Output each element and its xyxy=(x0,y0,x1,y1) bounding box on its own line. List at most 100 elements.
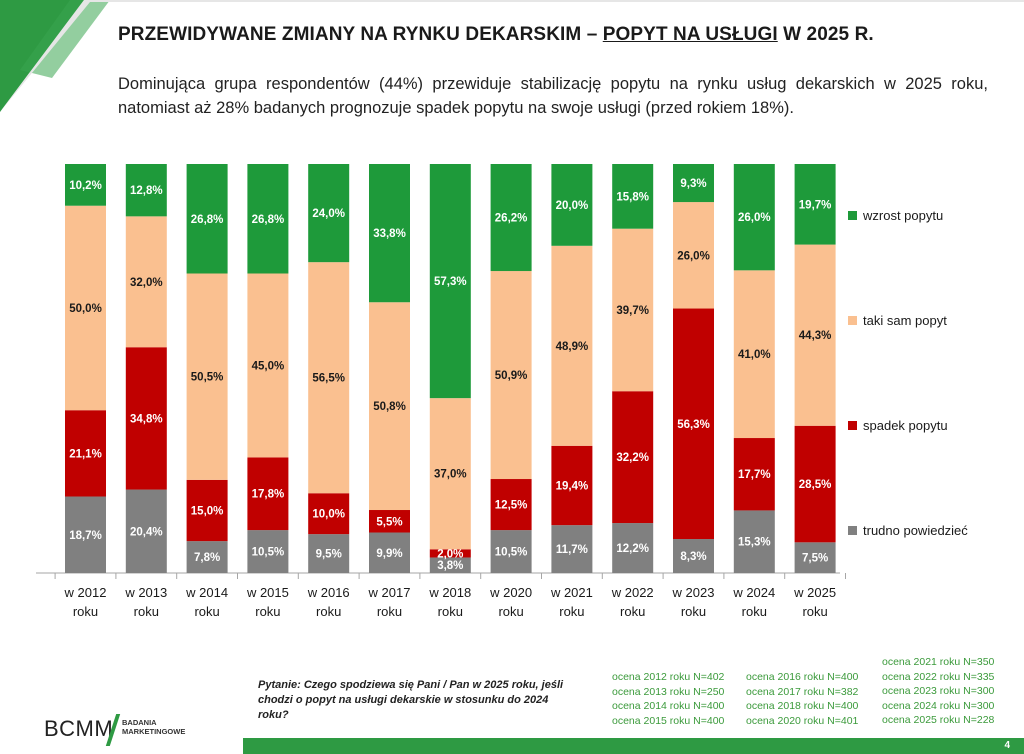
bar-segment-spadek-popytu-6 xyxy=(429,549,471,558)
bar-segment-wzrost-popytu-11 xyxy=(733,164,775,271)
data-label: 11,7% xyxy=(556,544,588,556)
data-label: 26,2% xyxy=(495,213,528,225)
bar-segment-wzrost-popytu-9 xyxy=(612,164,654,229)
x-tick-label: w 2012 xyxy=(64,585,107,600)
legend-item-trudno-powiedzieć: trudno powiedzieć xyxy=(848,523,968,538)
bar-segment-trudno-powiedzieć-9 xyxy=(612,523,654,573)
legend-label: spadek popytu xyxy=(863,418,948,433)
bar-segment-taki-sam-popyt-1 xyxy=(125,216,167,348)
x-tick-label: roku xyxy=(134,604,159,619)
bar-segment-spadek-popytu-7 xyxy=(490,479,532,531)
sample-size-entry: ocena 2021 roku N=350 xyxy=(882,656,995,668)
bar-segment-trudno-powiedzieć-10 xyxy=(673,539,714,573)
bar-segment-trudno-powiedzieć-2 xyxy=(186,541,228,573)
x-tick-label: w 2017 xyxy=(368,585,411,600)
title-part-end: W 2025 R. xyxy=(777,24,874,45)
data-label: 57,3% xyxy=(434,276,467,288)
legend-swatch xyxy=(848,526,857,536)
logo-sub-line2: MARKETINGOWE xyxy=(122,727,186,736)
bar-segment-wzrost-popytu-7 xyxy=(490,164,532,272)
bar-segment-wzrost-popytu-1 xyxy=(125,164,167,217)
legend-swatch xyxy=(848,211,857,221)
bar-segment-taki-sam-popyt-8 xyxy=(551,245,593,446)
bar-segment-trudno-powiedzieć-5 xyxy=(369,532,410,573)
x-tick-label: roku xyxy=(316,604,341,619)
data-label: 32,2% xyxy=(616,452,649,464)
sample-size-entry: ocena 2022 roku N=335 xyxy=(882,670,995,683)
data-label: 9,5% xyxy=(316,549,342,561)
x-tick-label: roku xyxy=(802,604,827,619)
logo-sub-line1: BADANIA xyxy=(122,718,157,727)
bar-segment-spadek-popytu-2 xyxy=(186,479,228,542)
data-label: 18,7% xyxy=(69,530,102,542)
x-tick-label: w 2015 xyxy=(246,585,289,600)
sample-size-entry: ocena 2023 roku N=300 xyxy=(882,685,995,697)
bar-segment-wzrost-popytu-2 xyxy=(186,164,228,274)
legend-label: trudno powiedzieć xyxy=(863,523,968,538)
data-label: 10,5% xyxy=(252,547,285,559)
data-label: 50,9% xyxy=(495,370,528,382)
bar-segment-wzrost-popytu-6 xyxy=(429,164,471,399)
x-tick-label: w 2014 xyxy=(185,585,228,600)
sample-size-entry: ocena 2017 roku N=382 xyxy=(746,685,859,698)
data-label: 50,0% xyxy=(69,303,102,315)
bar-segment-taki-sam-popyt-11 xyxy=(733,270,775,439)
data-label: 28,5% xyxy=(799,479,832,491)
x-tick-label: w 2013 xyxy=(124,585,167,600)
bar-segment-wzrost-popytu-3 xyxy=(247,164,289,274)
data-label: 15,3% xyxy=(738,537,771,549)
x-tick-label: w 2021 xyxy=(550,585,593,600)
sample-size-entry: ocena 2025 roku N=228 xyxy=(882,714,995,726)
data-label: 45,0% xyxy=(252,360,285,372)
data-label: 32,0% xyxy=(130,277,163,289)
bar-segment-trudno-powiedzieć-1 xyxy=(125,489,167,573)
survey-question: Pytanie: Czego spodziewa się Pani / Pan … xyxy=(258,679,564,721)
bar-segment-trudno-powiedzieć-3 xyxy=(247,530,289,573)
sample-sizes-col1: ocena 2012 roku N=402 ocena 2013 roku N=2… xyxy=(612,670,724,728)
bar-segment-wzrost-popytu-12 xyxy=(794,164,836,245)
data-label: 9,9% xyxy=(376,548,402,560)
data-label: 12,2% xyxy=(616,543,649,555)
legend-item-wzrost-popytu: wzrost popytu xyxy=(848,208,943,223)
bar-segment-spadek-popytu-5 xyxy=(369,510,410,533)
bar-segment-spadek-popytu-12 xyxy=(794,425,836,543)
bar-segment-taki-sam-popyt-9 xyxy=(612,228,654,392)
bar-segment-taki-sam-popyt-0 xyxy=(65,205,106,411)
bar-segment-trudno-powiedzieć-7 xyxy=(490,530,532,573)
data-label: 24,0% xyxy=(312,208,345,220)
bar-segment-spadek-popytu-8 xyxy=(551,445,593,526)
bar-segment-wzrost-popytu-10 xyxy=(673,164,714,203)
x-tick-label: w 2018 xyxy=(428,585,471,600)
page-subtitle: Dominująca grupa respondentów (44%) prze… xyxy=(118,75,988,117)
data-label: 26,8% xyxy=(252,214,285,226)
sample-size-entry: ocena 2018 roku N=400 xyxy=(746,700,859,712)
data-label: 7,5% xyxy=(802,553,828,565)
x-tick-label: roku xyxy=(498,604,523,619)
bar-segment-spadek-popytu-11 xyxy=(733,438,775,511)
data-label: 33,8% xyxy=(373,228,406,240)
sample-size-entry: ocena 2012 roku N=402 xyxy=(612,671,725,683)
bar-segment-taki-sam-popyt-7 xyxy=(490,271,532,480)
bar-segment-spadek-popytu-1 xyxy=(125,347,167,490)
data-label: 10,0% xyxy=(312,509,345,521)
x-tick-label: roku xyxy=(194,604,219,619)
bar-segment-taki-sam-popyt-12 xyxy=(794,244,836,426)
data-label: 17,7% xyxy=(738,469,771,481)
bar-segment-trudno-powiedzieć-6 xyxy=(429,557,471,573)
x-tick-label: roku xyxy=(438,604,463,619)
bar-segment-wzrost-popytu-8 xyxy=(551,164,593,246)
data-label: 10,2% xyxy=(69,180,102,192)
legend-label: wzrost popytu xyxy=(863,208,944,223)
footer-bar xyxy=(243,738,1024,754)
data-label: 56,5% xyxy=(312,373,345,385)
data-label: 8,3% xyxy=(680,551,706,563)
bar-segment-taki-sam-popyt-10 xyxy=(673,202,714,309)
x-tick-label: roku xyxy=(681,604,706,619)
data-label: 44,3% xyxy=(799,330,832,342)
page-title: PRZEWIDYWANE ZMIANY NA RYNKU DEKARSKIM –… xyxy=(118,24,874,46)
bar-segment-trudno-powiedzieć-4 xyxy=(308,534,350,573)
sample-size-entry: ocena 2015 roku N=400 xyxy=(612,714,725,727)
data-label: 15,0% xyxy=(191,505,224,517)
data-label: 37,0% xyxy=(434,469,467,481)
data-label: 20,4% xyxy=(130,526,163,538)
